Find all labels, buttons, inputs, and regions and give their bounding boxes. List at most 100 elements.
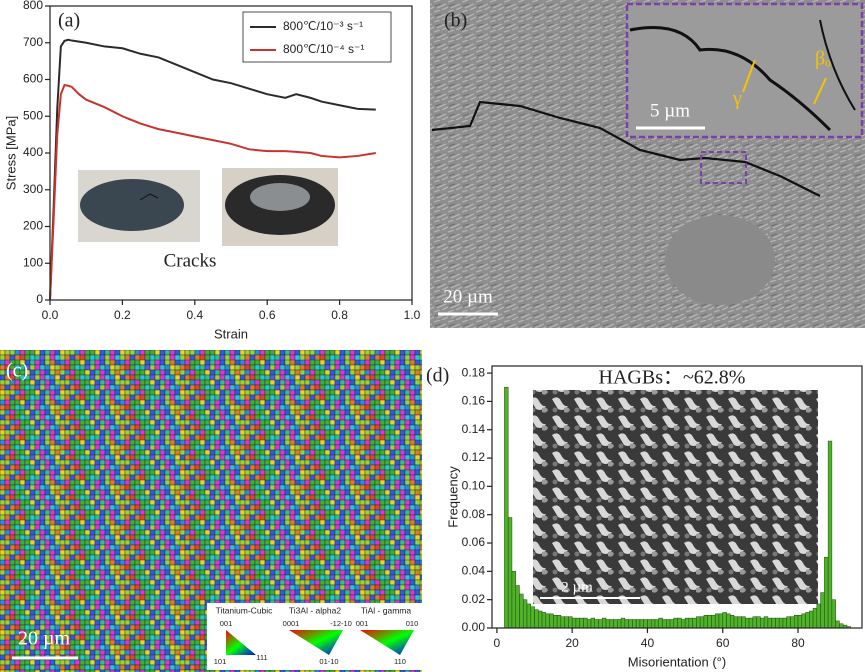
x-axis-title: Strain: [214, 326, 248, 341]
bar: [654, 619, 659, 629]
y-tick-label: 0.12: [462, 450, 486, 464]
bar: [839, 623, 844, 629]
scale-bar-label: 20 µm: [18, 628, 71, 650]
bar: [677, 617, 682, 629]
bar: [560, 616, 565, 629]
bar: [718, 613, 723, 629]
bar: [793, 615, 799, 629]
key-corner: 111: [256, 653, 267, 662]
bar: [669, 619, 675, 629]
x-tick-label: 80: [791, 636, 805, 650]
grain: [665, 215, 775, 305]
x-tick-label: 0: [494, 636, 501, 650]
bar: [831, 599, 836, 629]
y-tick-label: 700: [23, 35, 43, 49]
y-tick-label: 200: [23, 219, 43, 233]
key-corner: 01-10: [319, 657, 338, 666]
bar: [620, 617, 626, 629]
crack: [139, 193, 159, 201]
bar: [707, 615, 712, 629]
x-tick-label: 1.0: [404, 308, 421, 322]
bar: [538, 610, 543, 629]
bar: [745, 617, 750, 629]
x-tick-label: 60: [716, 636, 730, 650]
key-triangle: [289, 630, 343, 655]
bar: [526, 603, 532, 629]
bar: [507, 517, 513, 629]
bar: [553, 615, 558, 629]
bar: [763, 616, 769, 629]
y-axis-title: Stress [MPa]: [3, 116, 18, 190]
bar: [602, 617, 607, 629]
bar: [726, 613, 731, 629]
bar: [827, 440, 833, 629]
bar: [650, 619, 656, 629]
x-tick-label: 0.6: [259, 308, 276, 322]
bar: [790, 616, 795, 629]
y-tick-label: 600: [23, 72, 43, 86]
bar: [684, 617, 690, 629]
bar: [703, 615, 708, 629]
y-tick-label: 0.16: [462, 394, 486, 408]
bar: [613, 619, 618, 629]
key-corner: 001: [220, 619, 233, 628]
y-tick-label: 800: [23, 0, 43, 12]
scale-bar-label: 5 µm: [650, 100, 690, 121]
bar: [549, 613, 554, 629]
bar: [733, 616, 739, 629]
y-tick-label: 0.00: [462, 620, 486, 634]
key-title: Titanium-Cubic: [216, 605, 274, 615]
legend-label: 800℃/10⁻³ s⁻¹: [283, 19, 363, 33]
bar: [801, 613, 806, 629]
bar: [756, 616, 761, 629]
bar: [699, 616, 705, 629]
y-tick-label: 0.06: [462, 535, 486, 549]
bar: [835, 620, 840, 629]
bar: [590, 617, 596, 629]
y-tick-label: 300: [23, 182, 43, 196]
scale-bar-label: 20 µm: [443, 286, 493, 307]
panel-label: (c): [6, 360, 28, 382]
crack: [629, 26, 832, 132]
bar: [771, 617, 776, 629]
y-tick-label: 100: [23, 255, 43, 269]
bar: [643, 619, 648, 629]
bar: [598, 619, 603, 629]
bar: [564, 616, 569, 629]
bar: [530, 606, 535, 629]
bar: [522, 599, 528, 629]
color-keys: Titanium-Cubic 001 101 111 Ti3Al - alpha2 000…: [207, 603, 422, 670]
bar: [504, 386, 509, 629]
bar: [752, 616, 757, 629]
scale-bar-label: 2 µm: [561, 579, 593, 595]
bar: [778, 617, 784, 629]
bar: [812, 607, 818, 629]
bar: [730, 615, 735, 629]
plot-frame: [491, 365, 863, 629]
bar: [805, 612, 810, 629]
panel-label: (d): [426, 365, 449, 387]
bar: [511, 571, 516, 629]
bar: [662, 619, 667, 629]
key-corner: -12-10: [330, 619, 352, 628]
line: [49, 83, 376, 301]
bar: [617, 619, 622, 629]
bar: [571, 617, 577, 629]
bar: [786, 616, 791, 629]
bar: [782, 617, 787, 629]
bar: [579, 617, 584, 629]
key-corner: 110: [394, 657, 406, 666]
key-title: Ti3Al - alpha2: [289, 605, 341, 615]
bar: [515, 585, 520, 629]
bar: [824, 556, 829, 629]
bar: [775, 617, 780, 629]
bar: [534, 609, 539, 629]
y-tick-label: 0.18: [462, 365, 486, 379]
annotation: Cracks: [164, 250, 217, 271]
arrows: [742, 59, 827, 105]
bar: [609, 619, 614, 629]
x-tick-label: 0.4: [186, 308, 203, 322]
inset-image: [533, 390, 818, 604]
bar: [586, 619, 592, 629]
bar: [605, 619, 611, 629]
